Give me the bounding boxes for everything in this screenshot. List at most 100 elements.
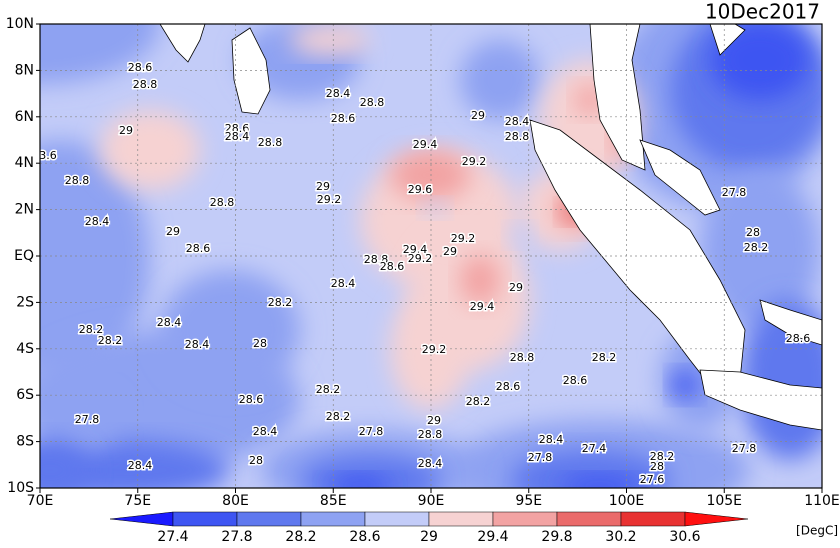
contour-label: 28.4	[85, 215, 110, 228]
contour-label: 28	[650, 460, 664, 473]
field-patch	[40, 390, 120, 450]
contour-label: 28.4	[326, 87, 351, 100]
y-tick-label: 6S	[16, 387, 34, 403]
contour-label: 27.8	[359, 425, 384, 438]
contour-label: 28.6	[563, 374, 588, 387]
colorbar-bin	[236, 511, 302, 527]
x-tick-label: 100E	[609, 493, 645, 509]
x-tick-label: 70E	[27, 493, 54, 509]
contour-label: 28.2	[98, 334, 123, 347]
contour-label: 28.4	[505, 115, 530, 128]
colorbar-bin	[364, 511, 430, 527]
contour-label: 29	[471, 109, 485, 122]
contour-label: 28.8	[360, 96, 385, 109]
contour-label: 28.2	[650, 450, 675, 463]
y-tick-label: 6N	[15, 109, 34, 125]
contour-label: 28.6	[786, 332, 811, 345]
field-patch	[40, 440, 90, 488]
contour-label: 28.4	[157, 316, 182, 329]
contour-label: 28.2	[744, 241, 769, 254]
colorbar-tick-label: 27.8	[221, 529, 252, 544]
contour-label: 28.4	[418, 457, 443, 470]
contour-label: 29	[427, 414, 441, 427]
contour-label: 28	[253, 337, 267, 350]
contour-label: 29.4	[413, 138, 438, 151]
contour-label: 28.6	[380, 260, 405, 273]
contour-label: 28	[249, 454, 263, 467]
field-patch	[460, 255, 500, 305]
colorbar-end	[109, 511, 174, 527]
contour-label: 28.8	[418, 428, 443, 441]
x-tick-label: 85E	[320, 493, 347, 509]
y-tick-label: 4N	[15, 155, 34, 171]
contour-label: 28.6	[186, 242, 211, 255]
contour-label: 29	[119, 124, 133, 137]
contour-label: 28.2	[316, 383, 341, 396]
contour-label: 27.8	[722, 186, 747, 199]
contour-label: 28.2	[79, 323, 104, 336]
contour-label: 3.6	[39, 149, 57, 162]
x-tick-label: 95E	[515, 493, 542, 509]
colorbar-bin	[492, 511, 558, 527]
contour-label: 28.4	[331, 277, 356, 290]
grid	[40, 24, 822, 488]
contour-label: 28.8	[364, 253, 389, 266]
y-tick-label: 10S	[7, 480, 34, 496]
field-patch	[290, 25, 370, 55]
contour-label: 28.8	[210, 196, 235, 209]
colorbar-bin	[172, 511, 238, 527]
contour-label: 28.2	[268, 296, 293, 309]
contour-label: 28.2	[326, 410, 351, 423]
contour-label: 28.4	[539, 433, 564, 446]
field-patch	[160, 270, 300, 390]
colorbar: 27.4 27.8 28.2 28.6 29 29.4 29.8 30.2 30.6 [DegC]	[109, 511, 838, 545]
contour-label: 28.6	[496, 380, 521, 393]
contour-label: 27.4	[582, 442, 607, 455]
field-patch	[390, 150, 470, 200]
colorbar-tick-label: 28.2	[285, 529, 316, 544]
field-patch	[40, 140, 150, 380]
contour-label: 28.4	[185, 338, 210, 351]
field-patch	[710, 24, 810, 100]
contour-label: 29.2	[462, 155, 487, 168]
contour-label: 27.6	[640, 473, 665, 486]
field-patch	[300, 455, 440, 488]
field-patch	[423, 200, 447, 216]
colorbar-tick-label: 29	[420, 529, 438, 544]
field-patch	[100, 110, 200, 190]
contour-label: 29.2	[451, 232, 476, 245]
contour-label: 28.4	[225, 130, 250, 143]
y-tick-label: EQ	[14, 248, 34, 264]
colorbar-unit: [DegC]	[796, 524, 838, 538]
y-tick-label: 2N	[15, 202, 34, 218]
contour-label: 29	[166, 225, 180, 238]
field-patch	[390, 290, 470, 410]
contour-label: 28.4	[253, 425, 278, 438]
contour-label: 28.8	[510, 351, 535, 364]
contour-label: 29	[443, 245, 457, 258]
colorbar-bin	[428, 511, 494, 527]
y-tick-label: 8N	[15, 62, 34, 78]
contour-label: 27.8	[732, 442, 757, 455]
contour-label: 28.6	[128, 61, 153, 74]
contour-label: 27.8	[75, 413, 100, 426]
contour-label: 29	[509, 281, 523, 294]
colorbar-tick-label: 30.2	[605, 529, 636, 544]
contour-label: 29.2	[422, 343, 447, 356]
contour-label: 29.2	[317, 193, 342, 206]
contour-label: 28.8	[133, 78, 158, 91]
land	[159, 24, 822, 431]
colorbar-bin	[300, 511, 366, 527]
date-label: 10Dec2017	[705, 0, 820, 24]
colorbar-end	[684, 511, 749, 527]
colorbar-tick-label: 27.4	[157, 529, 188, 544]
x-tick-label: 80E	[222, 493, 249, 509]
contour-label: 28.2	[466, 395, 491, 408]
contour-label: 29.6	[408, 183, 433, 196]
field-patch	[510, 450, 670, 488]
contour-label: 28.8	[65, 174, 90, 187]
axes: 70E 75E 80E 85E 90E 95E 100E 105E 110E 10N 8N 6N 4N 2…	[6, 16, 840, 509]
colorbar-tick-label: 28.6	[349, 529, 380, 544]
contour-label: 28.6	[225, 122, 250, 135]
